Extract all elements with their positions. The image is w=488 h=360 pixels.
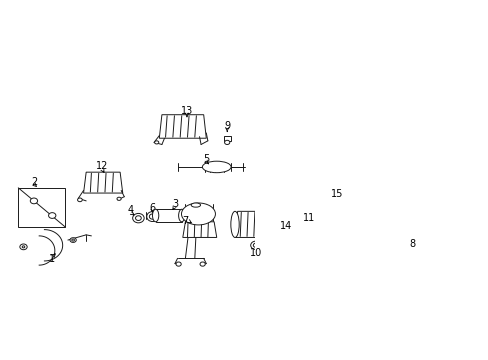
Ellipse shape (132, 213, 144, 223)
Ellipse shape (178, 209, 184, 222)
Ellipse shape (202, 161, 231, 173)
Ellipse shape (117, 197, 121, 201)
Text: 6: 6 (149, 203, 155, 213)
Ellipse shape (135, 216, 141, 220)
Ellipse shape (20, 244, 27, 250)
Text: 14: 14 (280, 221, 292, 231)
Ellipse shape (30, 198, 38, 204)
Ellipse shape (354, 201, 363, 230)
Text: 13: 13 (181, 106, 193, 116)
Text: 10: 10 (249, 248, 262, 258)
Polygon shape (18, 188, 65, 227)
Ellipse shape (22, 246, 25, 248)
Bar (155, 209, 182, 222)
Ellipse shape (72, 239, 74, 241)
Text: 4: 4 (127, 205, 133, 215)
Text: 1: 1 (49, 255, 55, 264)
Polygon shape (183, 222, 216, 238)
Ellipse shape (146, 212, 158, 221)
Ellipse shape (191, 203, 200, 207)
Text: 15: 15 (330, 189, 343, 199)
Ellipse shape (149, 214, 155, 219)
Ellipse shape (230, 211, 239, 238)
Ellipse shape (275, 211, 283, 238)
Text: 11: 11 (303, 213, 315, 222)
Ellipse shape (346, 235, 352, 239)
Text: 9: 9 (224, 121, 230, 131)
Ellipse shape (176, 262, 181, 266)
Ellipse shape (181, 203, 215, 225)
Text: 7: 7 (182, 216, 188, 226)
Polygon shape (159, 115, 206, 138)
Ellipse shape (317, 235, 323, 239)
Ellipse shape (48, 213, 56, 219)
Text: 12: 12 (96, 161, 108, 171)
Ellipse shape (308, 201, 317, 230)
Ellipse shape (70, 238, 76, 242)
Ellipse shape (78, 198, 82, 202)
Text: 2: 2 (31, 176, 37, 186)
Text: 5: 5 (203, 154, 209, 164)
Ellipse shape (393, 215, 430, 239)
Ellipse shape (250, 241, 261, 249)
Text: 8: 8 (408, 239, 415, 249)
Polygon shape (235, 211, 279, 238)
Text: 3: 3 (172, 198, 178, 208)
Polygon shape (313, 201, 360, 230)
Ellipse shape (152, 209, 159, 222)
Polygon shape (83, 172, 122, 193)
Ellipse shape (224, 140, 229, 144)
Ellipse shape (253, 243, 258, 247)
Ellipse shape (200, 262, 205, 266)
Ellipse shape (154, 141, 159, 144)
Bar (223, 136, 230, 141)
